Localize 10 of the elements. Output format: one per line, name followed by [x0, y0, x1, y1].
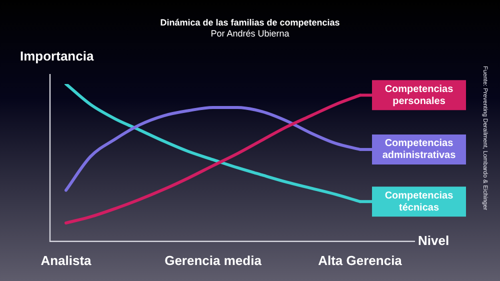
y-axis-title: Importancia: [20, 48, 94, 64]
legend-label: Competencias administrativas: [382, 138, 456, 162]
legend-label: Competencias personales: [384, 84, 454, 107]
chart-title: Dinámica de las familias de competencias: [160, 17, 340, 28]
x-axis-title: Nivel: [418, 232, 450, 248]
x-tick-label: Alta Gerencia: [318, 252, 403, 268]
chart-subtitle: Por Andrés Ubierna: [210, 28, 290, 38]
x-tick-label: Analista: [40, 252, 92, 268]
x-tick-label: Gerencia media: [164, 252, 262, 268]
legend-label: Competencias técnicas: [384, 190, 454, 214]
